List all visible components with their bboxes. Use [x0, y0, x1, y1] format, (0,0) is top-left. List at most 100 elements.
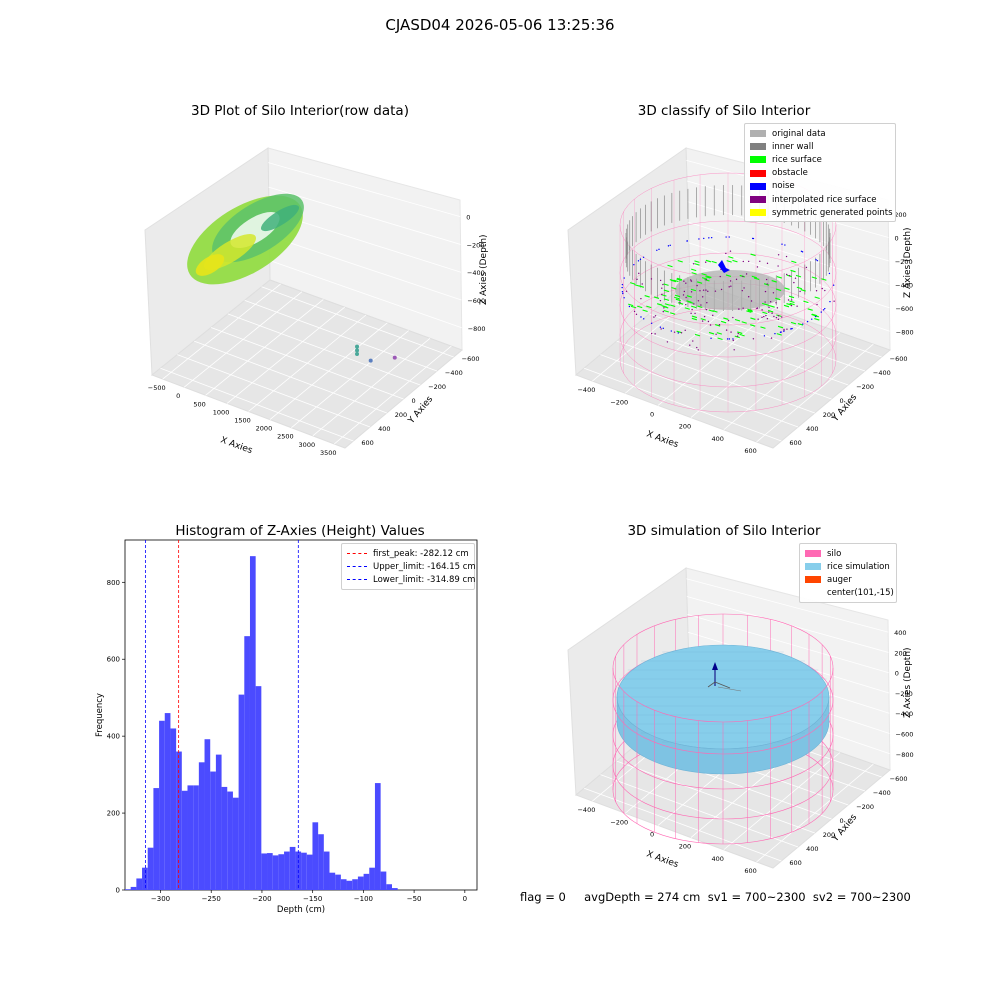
- noise-point: [832, 284, 835, 286]
- y-tick-label: −200: [856, 803, 874, 811]
- rice-surface-point: [750, 324, 756, 327]
- x-tick-label: −200: [610, 398, 628, 406]
- legend-label: interpolated rice surface: [772, 194, 877, 205]
- rice-surface-point: [663, 309, 669, 313]
- z-tick-label: 0: [466, 214, 470, 222]
- interpolated-point: [682, 294, 685, 296]
- interpolated-point: [654, 315, 657, 317]
- rice-surface-point: [777, 325, 784, 329]
- interpolated-point: [747, 296, 750, 298]
- noise-point: [710, 236, 713, 239]
- interpolated-point: [714, 290, 717, 292]
- grid-line: [616, 760, 815, 834]
- interpolated-point: [777, 254, 780, 256]
- interpolated-point: [738, 308, 740, 310]
- x-tick-label: 600: [744, 447, 756, 455]
- interpolated-point: [729, 280, 732, 282]
- classify-ticks: −400 −200 0 200 400 600 −600 −400 −200 0 200 400 600…: [577, 211, 913, 455]
- rice-surface-point: [747, 308, 753, 312]
- interpolated-point: [680, 332, 683, 334]
- interpolated-point: [785, 255, 788, 258]
- interpolated-point: [776, 307, 779, 309]
- noise-point: [650, 322, 653, 324]
- rice-surface-point: [669, 279, 676, 282]
- rice-surface-point: [800, 289, 806, 292]
- interpolated-point: [763, 315, 765, 318]
- rice-surface-point: [750, 253, 756, 257]
- interpolated-point: [700, 304, 702, 306]
- rice-surface-point: [653, 296, 660, 299]
- legend-label: symmetric generated points: [772, 207, 893, 218]
- interpolated-point: [685, 296, 687, 299]
- grid-line: [600, 354, 799, 428]
- rice-surface-point: [791, 260, 797, 264]
- interpolated-point: [633, 310, 636, 313]
- z-tick-label: 200: [894, 211, 906, 219]
- interpolated-point: [693, 303, 695, 305]
- noise-point: [781, 243, 783, 245]
- rice-surface-point: [629, 282, 636, 285]
- interpolated-point: [805, 266, 808, 269]
- rice-surface-point: [797, 323, 804, 326]
- noise-point: [814, 315, 817, 318]
- noise-point: [829, 300, 831, 303]
- interpolated-point: [821, 287, 823, 290]
- noise-point: [662, 327, 664, 330]
- noise-point: [708, 237, 710, 239]
- noise-point: [811, 318, 813, 320]
- legend-swatch: [750, 209, 766, 217]
- interpolated-point: [761, 316, 763, 319]
- interpolated-point: [679, 301, 681, 304]
- histogram-bar: [181, 790, 188, 890]
- rice-surface-point: [775, 297, 781, 301]
- x-tick-label: −100: [354, 895, 373, 903]
- interpolated-point: [771, 312, 773, 315]
- histogram-bar: [164, 713, 171, 890]
- histogram-bar: [227, 791, 233, 890]
- interpolated-point: [701, 320, 704, 322]
- histogram-bar: [244, 636, 250, 890]
- y-tick-label: 400: [107, 733, 120, 741]
- rice-surface-point: [694, 333, 701, 337]
- noise-point: [677, 332, 679, 334]
- rice-surface-point: [732, 259, 738, 263]
- classify-xlabel: X Axies: [645, 429, 680, 450]
- noise-point: [779, 331, 782, 333]
- histogram-bar: [159, 720, 165, 890]
- x-tick-label: −300: [151, 895, 170, 903]
- rice-surface-point: [628, 303, 634, 307]
- rice-surface-point: [663, 289, 670, 293]
- x-tick-label: 3000: [299, 441, 316, 449]
- rice-surface-point: [708, 309, 714, 313]
- interpolated-point: [737, 332, 739, 335]
- noise-point: [703, 237, 705, 240]
- rice-surface-point: [788, 295, 795, 299]
- rice-surface-point: [677, 259, 683, 263]
- interpolated-point: [663, 307, 665, 309]
- interpolated-point: [703, 315, 706, 318]
- rice-surface-point: [667, 264, 673, 268]
- rice-surface-point: [715, 324, 721, 327]
- interpolated-point: [759, 260, 761, 263]
- interpolated-point: [793, 281, 795, 284]
- noise-cluster: [718, 260, 730, 273]
- histogram-legend: first_peak: -282.12 cm Upper_limit: -164…: [341, 543, 476, 590]
- legend-item-interpolated: interpolated rice surface: [750, 193, 890, 206]
- histogram-bar: [284, 851, 290, 890]
- y-tick-label: 400: [806, 845, 818, 853]
- rice-surface-point: [646, 305, 652, 309]
- legend-item-obstacle: obstacle: [750, 167, 890, 180]
- outlier-point: [355, 344, 360, 349]
- histogram-bar: [346, 880, 353, 890]
- interpolated-point: [720, 288, 723, 291]
- histogram-bar: [363, 873, 370, 890]
- noise-point: [710, 337, 712, 340]
- interpolated-point: [683, 280, 685, 282]
- rice-surface-point: [763, 283, 770, 286]
- interpolated-point: [705, 289, 707, 291]
- interpolated-point: [743, 287, 745, 289]
- noise-point: [802, 323, 804, 325]
- rice-surface-point: [716, 332, 723, 335]
- noise-point: [783, 330, 785, 332]
- histogram-bar: [318, 834, 324, 890]
